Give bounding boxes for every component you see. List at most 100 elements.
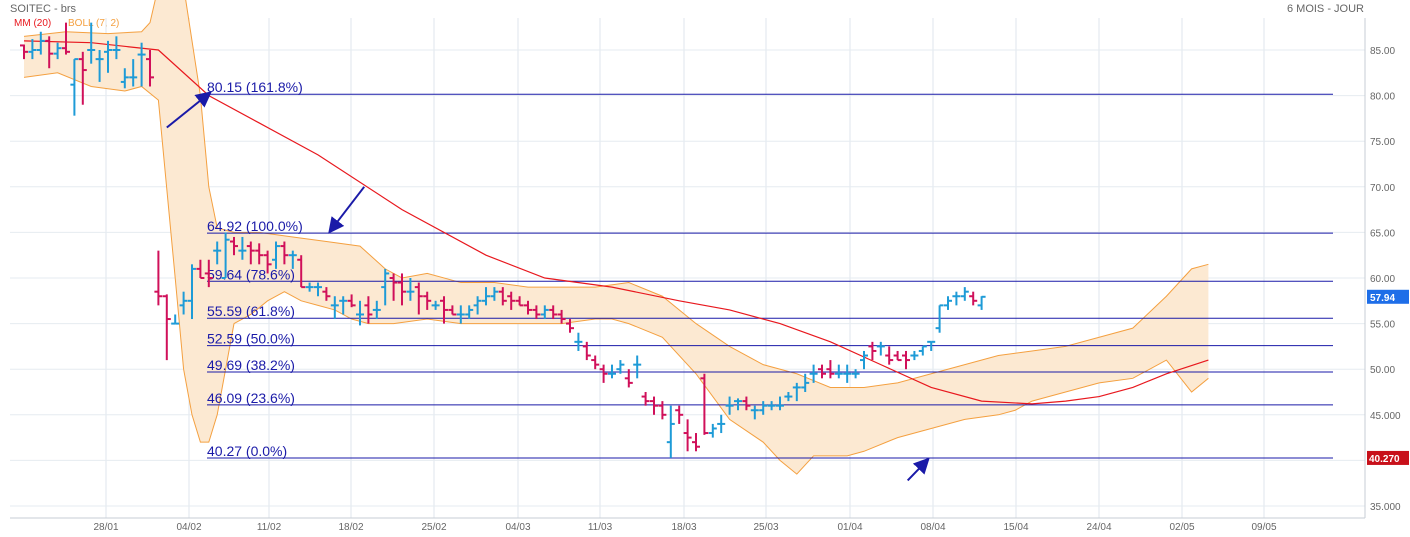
ohlc-bar[interactable]: [574, 332, 583, 351]
ohlc-bar[interactable]: [440, 296, 448, 324]
ohlc-bar[interactable]: [431, 300, 440, 310]
ohlc-bar[interactable]: [171, 314, 180, 325]
ohlc-bar[interactable]: [36, 31, 45, 55]
ohlc-bar[interactable]: [650, 396, 658, 415]
ohlc-bar[interactable]: [263, 250, 272, 274]
ohlc-bar[interactable]: [146, 50, 154, 87]
ohlc-bar[interactable]: [860, 350, 868, 370]
ohlc-bar[interactable]: [641, 392, 650, 406]
ohlc-bar[interactable]: [196, 259, 205, 279]
ohlc-bar[interactable]: [45, 36, 54, 69]
ohlc-bar[interactable]: [960, 287, 969, 301]
ohlc-bar[interactable]: [927, 340, 936, 351]
ohlc-bar[interactable]: [977, 295, 986, 310]
ohlc-bar[interactable]: [608, 364, 616, 379]
ohlc-bar[interactable]: [372, 300, 381, 320]
ohlc-bar[interactable]: [406, 278, 415, 301]
ohlc-bar[interactable]: [969, 291, 978, 306]
ohlc-bar[interactable]: [582, 341, 591, 361]
ohlc-bar[interactable]: [221, 232, 230, 279]
ohlc-bar[interactable]: [599, 364, 608, 383]
ohlc-bar[interactable]: [112, 36, 121, 60]
ohlc-bar[interactable]: [339, 296, 348, 315]
period-label[interactable]: 6 MOIS - JOUR: [1286, 3, 1364, 15]
ohlc-bar[interactable]: [482, 287, 490, 306]
ohlc-bar[interactable]: [826, 360, 835, 379]
ohlc-bar[interactable]: [708, 423, 717, 438]
ohlc-bar[interactable]: [818, 364, 826, 379]
ohlc-bar[interactable]: [784, 392, 793, 402]
ohlc-bar[interactable]: [179, 291, 188, 315]
ohlc-bar[interactable]: [902, 350, 910, 370]
ohlc-bar[interactable]: [524, 300, 532, 315]
ohlc-bar[interactable]: [448, 305, 457, 316]
ohlc-bar[interactable]: [910, 350, 919, 361]
ohlc-bar[interactable]: [885, 346, 894, 365]
ohlc-bar[interactable]: [322, 287, 331, 301]
ohlc-bar[interactable]: [666, 405, 675, 458]
ohlc-bar[interactable]: [742, 396, 751, 411]
ohlc-bar[interactable]: [750, 405, 759, 420]
ohlc-bar[interactable]: [255, 243, 264, 265]
ohlc-bar[interactable]: [305, 282, 314, 292]
ohlc-bar[interactable]: [851, 369, 860, 379]
ohlc-bar[interactable]: [104, 40, 112, 73]
ohlc-bar[interactable]: [540, 305, 549, 320]
ohlc-bar[interactable]: [591, 355, 600, 370]
ohlc-bar[interactable]: [456, 305, 465, 324]
ohlc-bar[interactable]: [944, 296, 952, 310]
ohlc-bar[interactable]: [633, 355, 642, 379]
ohlc-bar[interactable]: [918, 345, 927, 356]
ohlc-bar[interactable]: [414, 282, 423, 315]
ohlc-bar[interactable]: [700, 373, 709, 435]
ohlc-bar[interactable]: [767, 401, 776, 411]
ohlc-bar[interactable]: [154, 250, 163, 306]
ohlc-bar[interactable]: [297, 255, 306, 289]
ohlc-bar[interactable]: [87, 22, 96, 64]
ohlc-bar[interactable]: [683, 419, 692, 452]
ohlc-bar[interactable]: [658, 401, 667, 420]
ohlc-bar[interactable]: [473, 296, 482, 315]
ohlc-bar[interactable]: [347, 294, 356, 308]
ohlc-bar[interactable]: [725, 396, 734, 415]
ohlc-bar[interactable]: [490, 287, 499, 301]
ohlc-bar[interactable]: [28, 39, 37, 60]
ohlc-bar[interactable]: [616, 360, 625, 374]
ohlc-bar[interactable]: [230, 236, 238, 256]
ohlc-bar[interactable]: [515, 296, 524, 307]
ohlc-bar[interactable]: [843, 364, 852, 383]
ohlc-bar[interactable]: [893, 350, 902, 362]
ohlc-bar[interactable]: [507, 291, 516, 310]
ohlc-bar[interactable]: [549, 305, 558, 320]
ohlc-bar[interactable]: [272, 241, 280, 269]
ohlc-bar[interactable]: [498, 287, 507, 306]
ohlc-bar[interactable]: [129, 59, 138, 87]
ohlc-bar[interactable]: [70, 58, 79, 116]
ohlc-bar[interactable]: [53, 42, 62, 60]
ohlc-bar[interactable]: [188, 264, 196, 320]
ohlc-bar[interactable]: [398, 273, 406, 306]
ohlc-bar[interactable]: [62, 22, 70, 55]
ohlc-bar[interactable]: [314, 282, 322, 297]
ohlc-bar[interactable]: [95, 50, 104, 82]
ohlc-bar[interactable]: [801, 373, 810, 392]
ohlc-bar[interactable]: [809, 364, 818, 383]
ohlc-bar[interactable]: [868, 341, 877, 361]
ohlc-bar[interactable]: [364, 296, 373, 324]
ohlc-bar[interactable]: [288, 250, 297, 269]
ohlc-bar[interactable]: [876, 341, 885, 356]
ohlc-bar[interactable]: [120, 68, 129, 89]
ohlc-bar[interactable]: [389, 273, 398, 301]
ohlc-bar[interactable]: [137, 42, 146, 87]
ohlc-bar[interactable]: [423, 291, 432, 310]
ohlc-bar[interactable]: [356, 300, 364, 326]
ohlc-bar[interactable]: [20, 44, 28, 60]
ohlc-bar[interactable]: [734, 398, 742, 411]
ohlc-bar[interactable]: [675, 405, 684, 424]
ohlc-bar[interactable]: [381, 268, 390, 306]
ohlc-bar[interactable]: [532, 305, 541, 320]
ohlc-bar[interactable]: [935, 304, 944, 333]
ohlc-bar[interactable]: [557, 309, 566, 324]
ohlc-bar[interactable]: [330, 296, 339, 320]
